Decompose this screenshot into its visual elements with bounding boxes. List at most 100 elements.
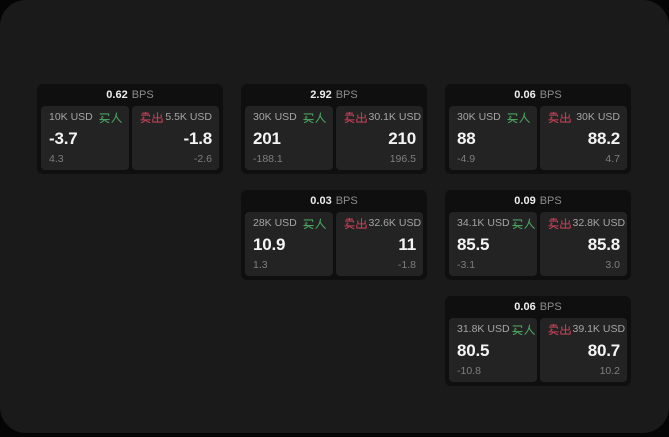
sell-size-label: 32.8K USD	[572, 217, 626, 230]
bps-unit: BPS	[539, 88, 562, 101]
cjk-sell-char2-icon	[560, 324, 571, 335]
sell-delta: 10.2	[599, 364, 620, 377]
sell-size-label: 39.1K USD	[572, 323, 626, 336]
bps-value: 2.92	[310, 88, 332, 101]
bps-header: 0.09 BPS	[445, 190, 631, 212]
cjk-buy-char1-icon	[512, 218, 523, 229]
sell-size-label: 30.1K USD	[368, 111, 422, 124]
bps-unit: BPS	[335, 88, 358, 101]
buy-tag	[512, 218, 535, 229]
buy-panel[interactable]: 10K USD -3.7 4.3	[41, 106, 129, 170]
buy-tag	[303, 218, 326, 229]
buy-size-label: 28K USD	[253, 217, 297, 230]
bps-unit: BPS	[131, 88, 154, 101]
buy-price: 88	[457, 128, 476, 148]
sell-price: 210	[388, 128, 416, 148]
buy-tag	[303, 112, 326, 123]
sell-price: 11	[398, 234, 416, 254]
buy-delta: -188.1	[253, 152, 283, 165]
buy-price: 10.9	[253, 234, 286, 254]
cjk-buy-char1-icon	[512, 324, 523, 335]
cjk-sell-char1-icon	[548, 324, 559, 335]
buy-price: 201	[253, 128, 281, 148]
buy-size-label: 31.8K USD	[457, 323, 510, 336]
buy-panel[interactable]: 34.1K USD 85.5 -3.1	[449, 212, 537, 276]
buy-delta: -4.9	[457, 152, 476, 165]
sell-size-label: 32.6K USD	[368, 217, 422, 230]
bps-unit: BPS	[539, 194, 562, 207]
cjk-buy-char1-icon	[507, 112, 518, 123]
bps-header: 0.62 BPS	[37, 84, 223, 106]
sell-panel[interactable]: 30.1K USD 210 196.5	[335, 106, 423, 170]
sell-delta: 3.0	[605, 258, 620, 271]
buy-panel[interactable]: 30K USD 88 -4.9	[449, 106, 537, 170]
cjk-buy-char2-icon	[524, 324, 535, 335]
quote-card: 0.03 BPS 28K USD 10.9 1.3	[241, 190, 427, 280]
buy-panel[interactable]: 28K USD 10.9 1.3	[245, 212, 333, 276]
bps-value: 0.62	[106, 88, 128, 101]
sell-tag	[548, 112, 571, 123]
quote-card: 0.06 BPS 30K USD 88 -4.9	[445, 84, 631, 174]
cjk-buy-char1-icon	[303, 218, 314, 229]
buy-price: 85.5	[457, 234, 490, 254]
cjk-sell-char2-icon	[560, 218, 571, 229]
quotes-grid: 0.62 BPS 10K USD -3.7 4.3	[37, 84, 631, 386]
buy-size-label: 34.1K USD	[457, 217, 510, 230]
quote-card: 0.06 BPS 31.8K USD 80.5 -10.8	[445, 296, 631, 386]
quote-card: 2.92 BPS 30K USD 201 -188.1	[241, 84, 427, 174]
cjk-sell-char2-icon	[356, 112, 367, 123]
buy-size-label: 10K USD	[49, 111, 93, 124]
cjk-sell-char1-icon	[140, 112, 151, 123]
bps-value: 0.03	[310, 194, 332, 207]
buy-delta: 4.3	[49, 152, 64, 165]
cjk-buy-char2-icon	[524, 218, 535, 229]
buy-tag	[512, 324, 535, 335]
quote-card: 0.09 BPS 34.1K USD 85.5 -3.1	[445, 190, 631, 280]
bps-value: 0.09	[514, 194, 536, 207]
sell-size-label: 5.5K USD	[165, 111, 212, 124]
cjk-buy-char2-icon	[315, 218, 326, 229]
sell-panel[interactable]: 39.1K USD 80.7 10.2	[539, 318, 627, 382]
sell-panel[interactable]: 5.5K USD -1.8 -2.6	[131, 106, 219, 170]
cjk-sell-char1-icon	[344, 218, 355, 229]
sell-price: 85.8	[587, 234, 620, 254]
sell-panel[interactable]: 32.6K USD 11 -1.8	[335, 212, 423, 276]
sell-panel[interactable]: 30K USD 88.2 4.7	[539, 106, 627, 170]
buy-size-label: 30K USD	[253, 111, 297, 124]
bps-header: 0.06 BPS	[445, 84, 631, 106]
sell-tag	[344, 218, 367, 229]
bps-value: 0.06	[514, 300, 536, 313]
cjk-sell-char2-icon	[560, 112, 571, 123]
sell-size-label: 30K USD	[576, 111, 620, 124]
cjk-buy-char2-icon	[111, 112, 122, 123]
buy-panel[interactable]: 30K USD 201 -188.1	[245, 106, 333, 170]
bps-header: 0.06 BPS	[445, 296, 631, 318]
buy-delta: -3.1	[457, 258, 476, 271]
sell-delta: 196.5	[389, 152, 416, 165]
cjk-buy-char1-icon	[303, 112, 314, 123]
sell-tag	[344, 112, 367, 123]
buy-price: 80.5	[457, 340, 490, 360]
sell-price: 88.2	[587, 128, 620, 148]
quote-card: 0.62 BPS 10K USD -3.7 4.3	[37, 84, 223, 174]
cjk-sell-char1-icon	[344, 112, 355, 123]
buy-tag	[99, 112, 122, 123]
cjk-sell-char1-icon	[548, 218, 559, 229]
sell-delta: 4.7	[605, 152, 620, 165]
buy-size-label: 30K USD	[457, 111, 501, 124]
sell-price: -1.8	[183, 128, 213, 148]
bps-unit: BPS	[539, 300, 562, 313]
buy-delta: -10.8	[457, 364, 481, 377]
buy-panel[interactable]: 31.8K USD 80.5 -10.8	[449, 318, 537, 382]
sell-price: 80.7	[587, 340, 620, 360]
sell-delta: -2.6	[193, 152, 212, 165]
sell-panel[interactable]: 32.8K USD 85.8 3.0	[539, 212, 627, 276]
quote-panels: 30K USD 201 -188.1 30.1K USD	[241, 106, 427, 174]
cjk-sell-char2-icon	[356, 218, 367, 229]
buy-delta: 1.3	[253, 258, 268, 271]
cjk-sell-char2-icon	[152, 112, 163, 123]
sell-tag	[548, 218, 571, 229]
quote-panels: 34.1K USD 85.5 -3.1 32.8K USD	[445, 212, 631, 280]
buy-price: -3.7	[49, 128, 78, 148]
